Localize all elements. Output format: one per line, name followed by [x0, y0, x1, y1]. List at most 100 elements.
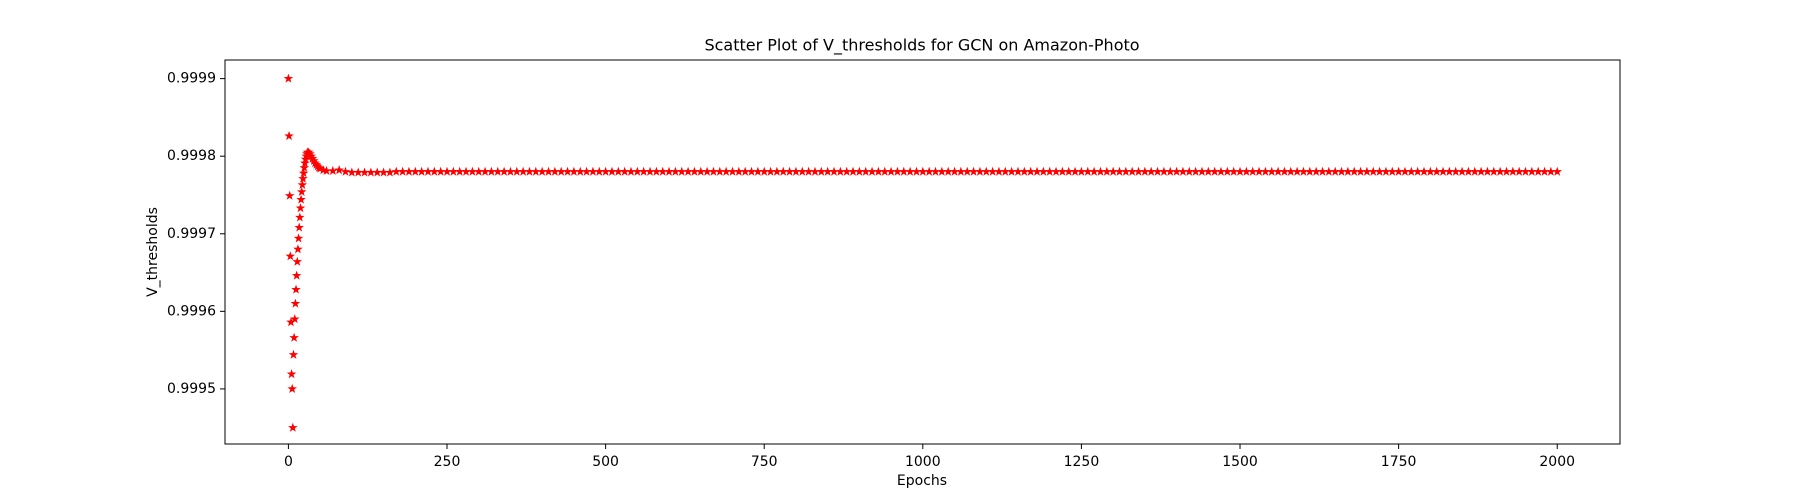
point — [1381, 166, 1391, 176]
x-tick-label: 750 — [751, 454, 778, 470]
point — [311, 159, 322, 169]
point — [295, 212, 305, 222]
x-tick-label: 2000 — [1539, 454, 1575, 470]
point — [1254, 166, 1264, 176]
point — [1476, 166, 1486, 176]
point — [937, 166, 947, 176]
point — [702, 166, 712, 176]
point — [1292, 166, 1302, 176]
point — [550, 166, 560, 176]
point — [1228, 166, 1239, 176]
point — [670, 166, 681, 176]
point — [518, 166, 528, 176]
point — [347, 167, 357, 177]
point — [1038, 166, 1049, 176]
point — [740, 166, 750, 176]
point — [300, 158, 310, 168]
point — [378, 167, 389, 177]
point — [1146, 166, 1156, 176]
point — [899, 166, 909, 176]
point — [1235, 166, 1245, 176]
point — [848, 166, 858, 176]
point — [512, 166, 522, 176]
point — [626, 166, 636, 176]
point — [981, 166, 992, 176]
point — [293, 233, 304, 243]
point — [328, 165, 338, 175]
point — [1184, 166, 1195, 176]
point — [1343, 166, 1353, 176]
point — [880, 166, 890, 176]
point — [404, 166, 414, 176]
point — [1495, 166, 1505, 176]
point — [359, 167, 370, 177]
point — [1324, 166, 1334, 176]
point — [734, 166, 744, 176]
plot-frame — [224, 59, 1621, 445]
point — [1165, 166, 1175, 176]
point — [892, 166, 903, 176]
point — [1311, 166, 1321, 176]
point — [1197, 166, 1207, 176]
point — [1406, 166, 1417, 176]
point — [778, 166, 788, 176]
point — [291, 284, 301, 294]
point — [619, 166, 630, 176]
point — [1501, 166, 1512, 176]
point — [1374, 166, 1385, 176]
point — [423, 166, 433, 176]
point — [286, 369, 297, 379]
point — [372, 167, 382, 177]
point — [746, 166, 757, 176]
point — [1006, 166, 1017, 176]
point — [1330, 166, 1340, 176]
point — [1051, 166, 1061, 176]
point — [791, 166, 801, 176]
point — [727, 166, 738, 176]
point — [1279, 166, 1290, 176]
point — [708, 166, 719, 176]
y-tick-label: 0.9999 — [167, 71, 216, 87]
x-tick-label: 1750 — [1381, 454, 1417, 470]
point — [306, 151, 316, 161]
point — [309, 155, 319, 165]
point — [1063, 166, 1074, 176]
y-tick-label: 0.9997 — [167, 226, 216, 242]
chart-title: Scatter Plot of V_thresholds for GCN on … — [704, 36, 1139, 56]
point — [994, 166, 1004, 176]
point — [1336, 166, 1347, 176]
point — [1362, 166, 1372, 176]
point — [918, 166, 928, 176]
point — [1431, 166, 1442, 176]
point — [1159, 166, 1169, 176]
point — [975, 166, 985, 176]
point — [1140, 166, 1150, 176]
point — [651, 166, 662, 176]
point — [1419, 166, 1429, 176]
point — [366, 167, 376, 177]
point — [296, 194, 306, 204]
point — [1000, 166, 1011, 176]
point — [1044, 166, 1055, 176]
point — [1355, 166, 1366, 176]
point — [1450, 166, 1461, 176]
point — [300, 154, 311, 164]
point — [683, 166, 693, 176]
point — [638, 166, 649, 176]
point — [1305, 166, 1315, 176]
point — [753, 166, 763, 176]
point — [353, 167, 363, 177]
point — [499, 166, 509, 176]
point — [296, 186, 307, 196]
point — [803, 166, 814, 176]
point — [1019, 166, 1030, 176]
point — [290, 314, 300, 324]
point — [340, 166, 351, 176]
point — [1349, 166, 1359, 176]
point — [1121, 166, 1131, 176]
point — [1222, 166, 1233, 176]
point — [298, 173, 308, 183]
point — [911, 166, 922, 176]
point — [962, 166, 972, 176]
point — [1298, 166, 1309, 176]
